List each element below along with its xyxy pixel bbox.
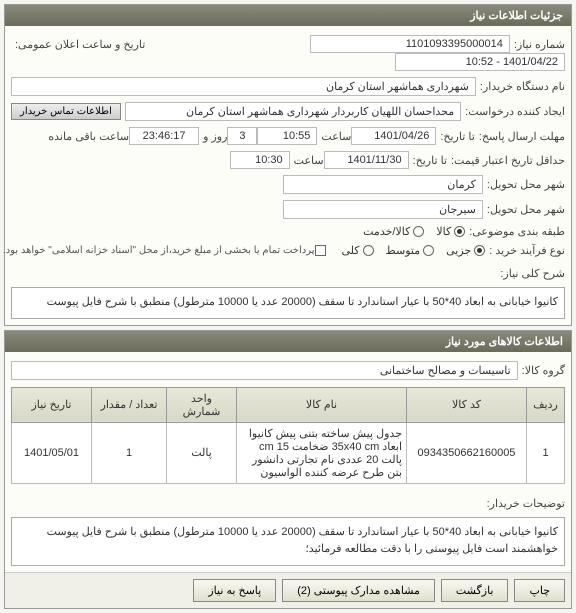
pack-radio-group: کالا کالا/خدمت: [363, 225, 465, 238]
remain-label: ساعت باقی مانده: [44, 130, 129, 143]
pay-checkbox[interactable]: [315, 245, 326, 256]
time-label-2: ساعت: [290, 154, 324, 167]
buyer-label: نام دستگاه خریدار:: [476, 80, 565, 93]
cell-name: جدول پیش ساخته بتنی پیش کانیوا ابعاد 35x…: [237, 422, 407, 483]
col-code: کد کالا: [407, 387, 527, 422]
reply-button[interactable]: پاسخ به نیاز: [193, 579, 276, 602]
col-unit: واحد شمارش: [167, 387, 237, 422]
radio-icon: [413, 226, 424, 237]
city-req-value: کرمان: [283, 175, 483, 194]
panel2-body: گروه کالا: تاسیسات و مصالح ساختمانی ردیف…: [5, 352, 571, 572]
validity-date: 1401/11/30: [324, 151, 409, 169]
pack-opt0-label: کالا: [436, 225, 451, 238]
pay-check-label: پرداخت تمام یا بخشی از مبلغ خرید،از محل …: [35, 245, 315, 256]
pack-label: طبقه بندی موضوعی:: [465, 225, 565, 238]
deadline-date: 1401/04/26: [351, 127, 436, 145]
city-del-value: سیرجان: [283, 200, 483, 219]
and-label: روز و: [199, 130, 227, 143]
countdown: 23:46:17: [129, 127, 199, 145]
pack-opt1-label: کالا/خدمت: [363, 225, 410, 238]
creator-value: محداحسان اللهیان کاربردار شهرداری هماشهر…: [125, 102, 461, 121]
col-qty: تعداد / مقدار: [92, 387, 167, 422]
button-bar: چاپ بازگشت مشاهده مدارک پیوستی (2) پاسخ …: [5, 572, 571, 608]
validity-to-label: تا تاریخ:: [409, 154, 447, 167]
buy-type-option-2[interactable]: کلی: [342, 244, 374, 257]
col-idx: ردیف: [527, 387, 565, 422]
radio-icon: [423, 245, 434, 256]
col-name: نام کالا: [237, 387, 407, 422]
cell-unit: پالت: [167, 422, 237, 483]
attachments-button[interactable]: مشاهده مدارک پیوستی (2): [282, 579, 435, 602]
extra-desc-label: توضیحات خریدار:: [483, 493, 565, 510]
cell-idx: 1: [527, 422, 565, 483]
buytype-opt0-label: جزیی: [446, 244, 471, 257]
req-no-value: 1101093395000014: [310, 35, 510, 53]
pack-option-1[interactable]: کالا/خدمت: [363, 225, 424, 238]
items-table: ردیف کد کالا نام کالا واحد شمارش تعداد /…: [11, 387, 565, 484]
cell-qty: 1: [92, 422, 167, 483]
creator-label: ایجاد کننده درخواست:: [461, 105, 565, 118]
buy-type-option-1[interactable]: متوسط: [386, 244, 435, 257]
buytype-opt1-label: متوسط: [386, 244, 421, 257]
cell-code: 0934350662160005: [407, 422, 527, 483]
group-value: تاسیسات و مصالح ساختمانی: [11, 361, 518, 380]
col-date: تاریخ نیاز: [12, 387, 92, 422]
radio-icon: [474, 245, 485, 256]
deadline-to-label: تا تاریخ:: [436, 130, 474, 143]
city-del-label: شهر محل تحویل:: [483, 203, 565, 216]
panel1-body: شماره نیاز: 1101093395000014 تاریخ و ساع…: [5, 26, 571, 325]
deadline-label: مهلت ارسال پاسخ:: [475, 130, 565, 143]
radio-icon: [363, 245, 374, 256]
pub-time-value: 1401/04/22 - 10:52: [395, 53, 565, 71]
back-button[interactable]: بازگشت: [441, 579, 509, 602]
description-box: کانیوا خیابانی به ابعاد 40*50 با عیار اس…: [11, 287, 565, 319]
buy-type-radio-group: جزیی متوسط کلی: [342, 244, 486, 257]
req-no-label: شماره نیاز:: [510, 38, 565, 51]
validity-label: حداقل تاریخ اعتبار قیمت:: [447, 154, 565, 167]
panel2-header: اطلاعات کالاهای مورد نیاز: [5, 331, 571, 352]
contact-buyer-button[interactable]: اطلاعات تماس خریدار: [11, 103, 121, 120]
validity-time: 10:30: [230, 151, 290, 169]
pub-time-label: تاریخ و ساعت اعلان عمومی:: [11, 38, 145, 51]
need-details-panel: جزئیات اطلاعات نیاز شماره نیاز: 11010933…: [4, 4, 572, 326]
buy-type-label: نوع فرآیند خرید :: [485, 244, 565, 257]
city-req-label: شهر محل تحویل:: [483, 178, 565, 191]
deadline-time: 10:55: [257, 127, 317, 145]
pack-option-0[interactable]: کالا: [436, 225, 465, 238]
panel1-header: جزئیات اطلاعات نیاز: [5, 5, 571, 26]
buyer-value: شهرداری هماشهر استان کرمان: [11, 77, 476, 96]
radio-icon: [454, 226, 465, 237]
print-button[interactable]: چاپ: [514, 579, 565, 602]
table-row[interactable]: 1 0934350662160005 جدول پیش ساخته بتنی پ…: [12, 422, 565, 483]
items-panel: اطلاعات کالاهای مورد نیاز گروه کالا: تاس…: [4, 330, 572, 609]
desc-label: شرح کلی نیاز:: [496, 263, 565, 280]
days-remaining: 3: [227, 127, 257, 145]
time-label-1: ساعت: [317, 130, 351, 143]
group-label: گروه کالا:: [518, 364, 565, 377]
extra-desc-box: کانیوا خیابانی به ابعاد 40*50 با عیار اس…: [11, 517, 565, 566]
cell-date: 1401/05/01: [12, 422, 92, 483]
buy-type-option-0[interactable]: جزیی: [446, 244, 485, 257]
table-header-row: ردیف کد کالا نام کالا واحد شمارش تعداد /…: [12, 387, 565, 422]
buytype-opt2-label: کلی: [342, 244, 360, 257]
